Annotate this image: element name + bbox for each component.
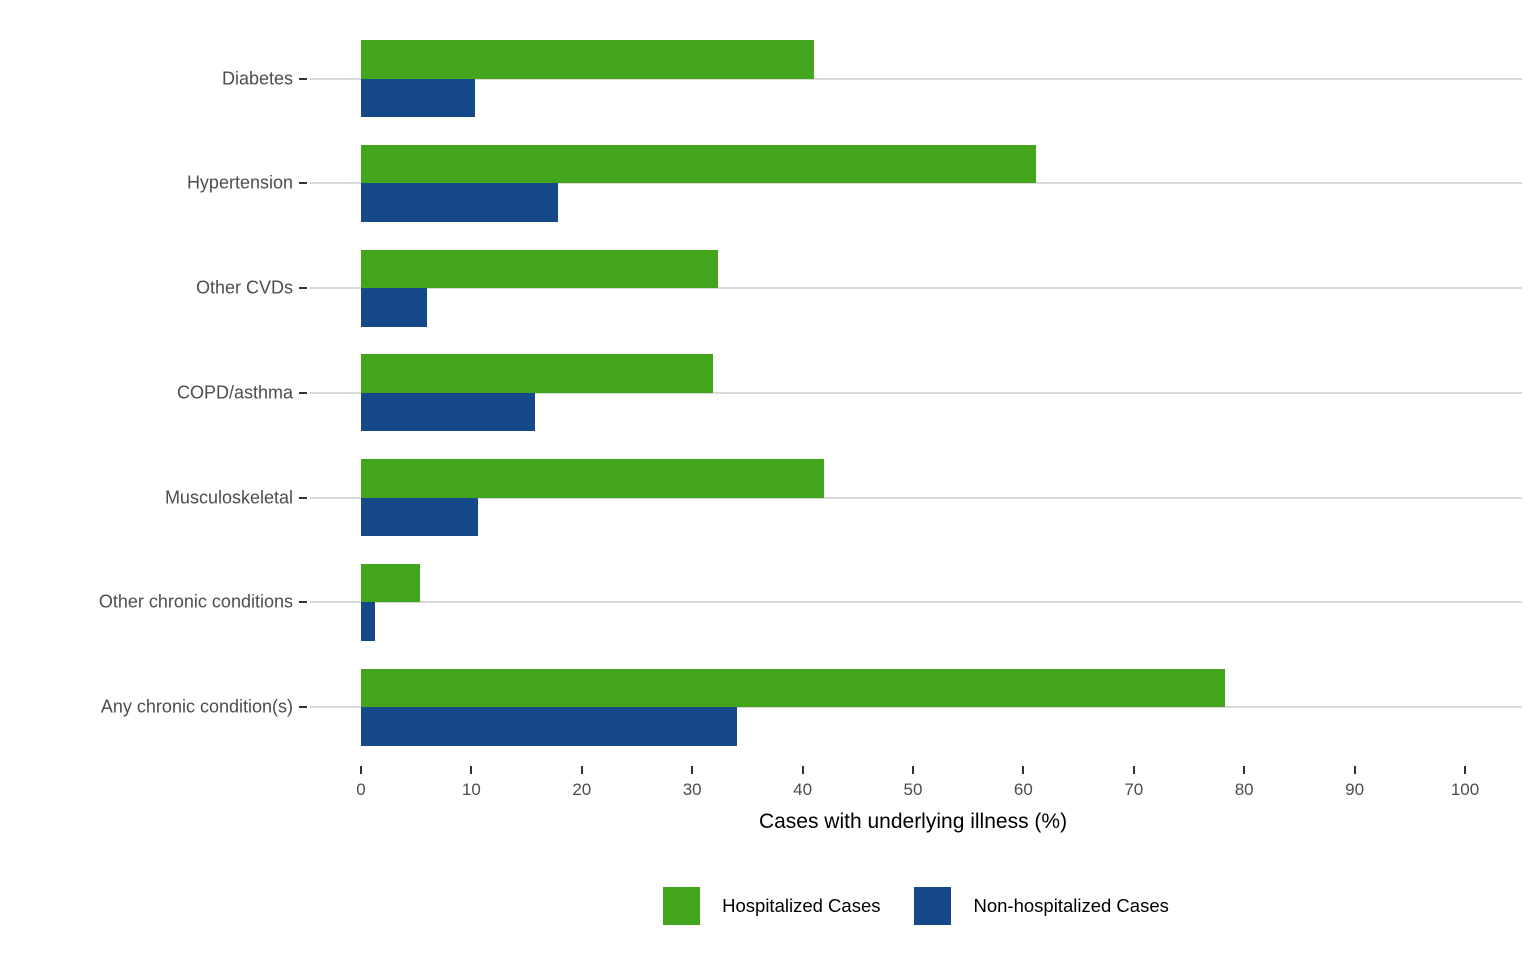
y-axis-category-label: Diabetes [221, 68, 293, 88]
x-tick-label: 70 [1124, 780, 1144, 799]
bar-hospitalized-2 [361, 249, 718, 288]
bar-hospitalized-4 [361, 459, 824, 498]
x-tick-label: 90 [1345, 780, 1365, 799]
y-tick-mark [299, 706, 307, 708]
y-axis-category-label: Other CVDs [195, 277, 293, 298]
x-tick-mark [1243, 766, 1246, 774]
bar-non-hospitalized-3 [361, 392, 536, 432]
bar-hospitalized-1 [361, 144, 1036, 184]
x-tick-mark [580, 766, 583, 774]
y-tick-mark [299, 391, 307, 394]
bar-non-hospitalized-1 [361, 183, 558, 222]
legend-label: Non-hospitalized Cases [973, 895, 1169, 916]
y-tick-mark [299, 77, 307, 80]
legend-label: Hospitalized Cases [722, 895, 881, 916]
gridline [310, 391, 1522, 394]
x-tick-label: 30 [682, 780, 702, 799]
bar-hospitalized-6 [361, 668, 1226, 707]
legend-swatch-icon [914, 887, 952, 925]
legend-swatch-icon [663, 887, 701, 925]
x-tick-label: 80 [1234, 780, 1254, 799]
gridline [310, 601, 1522, 604]
bar-non-hospitalized-6 [361, 707, 738, 746]
bar-non-hospitalized-4 [361, 497, 479, 536]
gridline [310, 496, 1522, 499]
x-tick-mark [1022, 766, 1025, 774]
x-tick-label: 50 [903, 780, 923, 799]
x-tick-mark [360, 766, 362, 774]
bar-non-hospitalized-0 [361, 78, 475, 117]
bar-hospitalized-0 [361, 40, 814, 79]
x-tick-mark [912, 766, 914, 774]
legend: Hospitalized Cases Non-hospitalized Cases [310, 886, 1522, 926]
legend-item: Hospitalized Cases [663, 887, 880, 925]
y-tick-mark [299, 287, 307, 289]
x-tick-mark [691, 766, 694, 774]
x-tick-mark [1132, 766, 1135, 774]
legend-item: Non-hospitalized Cases [914, 887, 1169, 925]
bar-non-hospitalized-2 [361, 288, 428, 327]
x-tick-label: 20 [572, 780, 592, 799]
x-tick-label: 0 [356, 780, 366, 799]
y-tick-mark [299, 182, 307, 185]
bar-non-hospitalized-5 [361, 602, 376, 641]
x-tick-mark [470, 766, 473, 774]
gridline [310, 287, 1522, 289]
gridline [310, 182, 1522, 185]
y-axis-category-label: Hypertension [186, 172, 293, 193]
y-axis-category-label: Musculoskeletal [164, 487, 293, 507]
y-axis-category-label: Any chronic condition(s) [100, 696, 293, 717]
x-tick-label: 60 [1013, 780, 1033, 799]
x-tick-mark [1464, 766, 1466, 774]
x-axis-title: Cases with underlying illness (%) [758, 810, 1068, 833]
y-tick-mark [299, 496, 307, 499]
y-axis-category-label: COPD/asthma [176, 382, 293, 403]
x-tick-label: 10 [461, 780, 481, 799]
y-tick-mark [299, 601, 307, 604]
x-tick-label: 40 [793, 780, 813, 799]
bar-hospitalized-3 [361, 354, 714, 393]
x-tick-mark [801, 766, 804, 774]
x-tick-label: 100 [1450, 780, 1480, 799]
x-tick-mark [1353, 766, 1356, 774]
gridline [310, 706, 1522, 708]
gridline [310, 77, 1522, 80]
y-axis-category-label: Other chronic conditions [98, 591, 293, 612]
bar-hospitalized-5 [361, 563, 420, 603]
